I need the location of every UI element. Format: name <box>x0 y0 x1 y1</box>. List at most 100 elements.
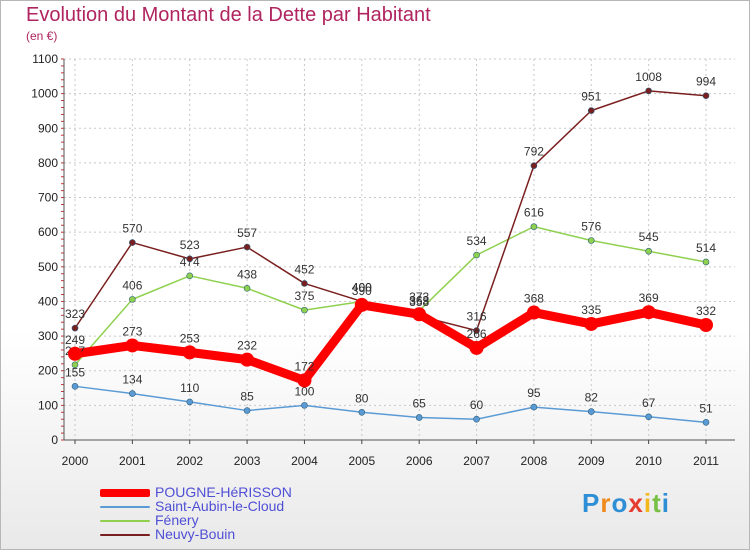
data-point <box>243 284 251 292</box>
data-label: 323 <box>65 307 85 321</box>
data-label: 332 <box>696 304 716 318</box>
y-tick-label: 400 <box>38 294 58 308</box>
data-point <box>301 306 308 314</box>
data-point <box>587 107 595 114</box>
data-point <box>530 223 538 230</box>
data-label: 51 <box>699 401 713 415</box>
data-label: 406 <box>122 278 142 292</box>
proxiti-logo: Proxiti <box>582 488 670 518</box>
chart-title: Evolution du Montant de la Dette par Hab… <box>26 4 431 26</box>
legend-label-saint-aubin: Saint-Aubin-le-Cloud <box>155 498 285 514</box>
data-point <box>415 414 423 421</box>
data-label: 375 <box>294 289 314 303</box>
data-label: 373 <box>409 290 429 304</box>
data-point <box>182 345 197 360</box>
data-label: 273 <box>122 324 142 338</box>
data-point <box>702 258 710 266</box>
series-line <box>74 90 707 332</box>
y-tick-label: 500 <box>38 260 58 274</box>
data-point <box>243 407 251 414</box>
x-tick-label: 2011 <box>693 454 719 468</box>
data-point <box>129 239 136 246</box>
data-point <box>473 415 480 423</box>
data-point <box>530 162 538 169</box>
data-label: 363 <box>409 293 429 307</box>
x-tick-label: 2005 <box>348 454 375 468</box>
x-tick-label: 2004 <box>291 454 318 468</box>
legend-swatch-fenery <box>100 520 150 522</box>
data-point <box>354 297 369 312</box>
data-label: 792 <box>524 145 544 159</box>
chart-unit: (en €) <box>26 29 58 43</box>
data-label: 232 <box>237 339 257 353</box>
data-label: 249 <box>65 333 85 347</box>
data-label: 368 <box>524 292 544 306</box>
data-label: 60 <box>470 398 484 412</box>
x-tick-label: 2000 <box>62 454 89 468</box>
data-point <box>301 402 308 409</box>
x-tick-label: 2002 <box>176 454 203 468</box>
data-label: 155 <box>65 365 85 379</box>
data-point <box>587 237 595 244</box>
data-point <box>186 398 194 406</box>
data-label: 994 <box>696 75 716 89</box>
data-label: 67 <box>642 396 656 410</box>
y-tick-label: 1100 <box>32 52 58 66</box>
data-point <box>297 373 312 388</box>
y-tick-label: 700 <box>38 191 58 205</box>
data-label: 65 <box>413 396 427 410</box>
data-label: 95 <box>527 386 541 400</box>
data-label: 545 <box>639 230 659 244</box>
data-point <box>587 408 595 415</box>
data-label: 400 <box>352 280 372 294</box>
y-tick-label: 200 <box>38 364 58 378</box>
data-label: 570 <box>122 222 142 236</box>
x-tick-label: 2003 <box>234 454 261 468</box>
legend-swatch-saint-aubin <box>100 506 150 508</box>
series-line <box>74 225 707 366</box>
y-tick-label: 900 <box>38 121 58 135</box>
data-point <box>301 280 308 287</box>
data-point <box>641 305 656 320</box>
data-point <box>645 247 652 255</box>
data-label: 514 <box>696 241 716 255</box>
legend-swatch-pougne <box>100 489 150 497</box>
legend-label-fenery: Fénery <box>155 512 199 528</box>
data-label: 390 <box>352 284 372 298</box>
data-label: 358 <box>409 295 429 309</box>
data-label: 82 <box>585 391 599 405</box>
data-point <box>68 346 82 361</box>
data-point <box>243 243 251 251</box>
x-tick-label: 2001 <box>119 454 146 468</box>
data-label: 951 <box>581 90 601 104</box>
x-tick-label: 2009 <box>578 454 605 468</box>
data-point <box>186 255 194 263</box>
y-tick-label: 100 <box>38 398 58 412</box>
data-point <box>702 92 710 100</box>
x-tick-label: 2007 <box>463 454 490 468</box>
y-tick-label: 1000 <box>31 87 58 101</box>
data-point <box>702 419 710 426</box>
data-label: 85 <box>240 390 254 404</box>
data-point <box>645 87 652 95</box>
data-label: 400 <box>352 280 372 294</box>
y-tick-label: 800 <box>38 156 58 170</box>
data-label: 335 <box>581 303 601 317</box>
data-point <box>71 361 79 369</box>
y-tick-label: 300 <box>38 329 58 343</box>
data-label: 616 <box>524 206 544 220</box>
y-tick-label: 0 <box>51 433 58 447</box>
x-tick-label: 2008 <box>521 454 548 468</box>
data-label: 80 <box>355 391 369 405</box>
data-label: 172 <box>294 359 314 373</box>
data-label: 452 <box>294 262 314 276</box>
data-point <box>71 324 79 332</box>
data-point <box>469 340 484 355</box>
data-point <box>584 316 599 331</box>
data-point <box>412 307 427 322</box>
data-label: 134 <box>122 373 142 387</box>
data-label: 534 <box>467 234 487 248</box>
data-point <box>129 390 136 397</box>
